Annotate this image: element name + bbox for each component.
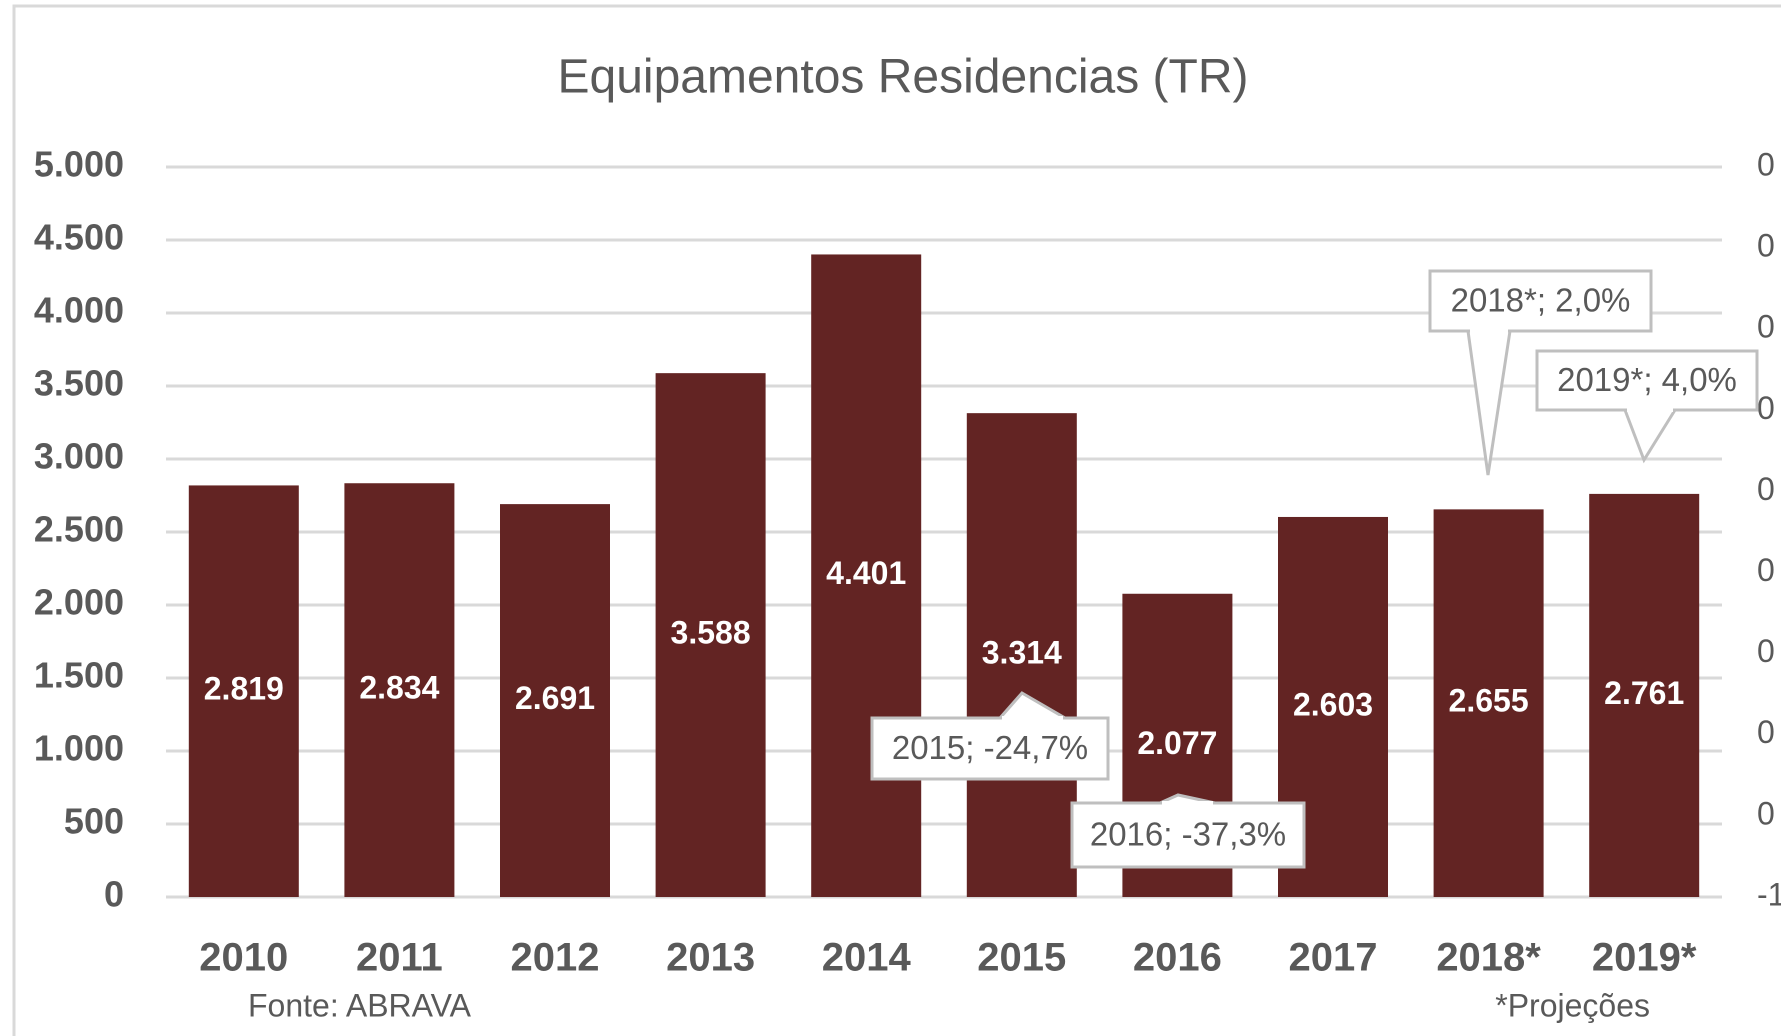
bar bbox=[188, 485, 299, 897]
annotation: 2018*; 2,0% bbox=[1451, 282, 1631, 319]
value-label: 2.819 bbox=[204, 671, 284, 707]
callout-pointer bbox=[1622, 408, 1678, 464]
annotation: 2015; -24,7% bbox=[892, 729, 1088, 766]
bar bbox=[811, 254, 922, 898]
value-label: 2.603 bbox=[1293, 686, 1373, 722]
y2-tick-label: 0 bbox=[1757, 390, 1775, 426]
x-tick-label: 2018* bbox=[1436, 936, 1541, 980]
value-label: 2.761 bbox=[1604, 675, 1684, 711]
y-tick-label: 5.000 bbox=[34, 144, 124, 185]
x-tick-label: 2015 bbox=[977, 936, 1066, 980]
x-tick-label: 2013 bbox=[666, 936, 755, 980]
callout: 2016; -37,3% bbox=[1070, 793, 1306, 869]
y-tick-label: 4.500 bbox=[34, 217, 124, 258]
y-tick-label: 2.000 bbox=[34, 582, 124, 623]
value-label: 4.401 bbox=[826, 555, 906, 591]
callout: 2015; -24,7% bbox=[870, 691, 1110, 781]
y-tick-label: 3.500 bbox=[34, 363, 124, 404]
y2-tick-label: 0 bbox=[1757, 309, 1775, 345]
y-tick-label: 1.000 bbox=[34, 728, 124, 769]
y2-tick-label: 0 bbox=[1757, 795, 1775, 831]
x-tick-label: 2010 bbox=[199, 936, 288, 980]
value-label: 3.588 bbox=[671, 615, 751, 651]
callout-pointer bbox=[1466, 329, 1512, 476]
value-label: 2.077 bbox=[1137, 725, 1217, 761]
x-tick-label: 2019* bbox=[1592, 936, 1697, 980]
y2-tick-label: 0 bbox=[1757, 228, 1775, 264]
annotation: 2016; -37,3% bbox=[1090, 816, 1286, 853]
x-tick-label: 2012 bbox=[511, 936, 600, 980]
y-tick-label: 4.000 bbox=[34, 290, 124, 331]
x-tick-label: 2011 bbox=[356, 936, 443, 980]
x-tick-label: 2016 bbox=[1133, 936, 1222, 980]
y2-tick-label: 0 bbox=[1757, 552, 1775, 588]
value-label: 2.691 bbox=[515, 680, 595, 716]
y-tick-label: 3.000 bbox=[34, 436, 124, 477]
bar bbox=[1589, 493, 1700, 897]
note: *Projeções bbox=[1495, 987, 1650, 1023]
y-tick-label: 1.500 bbox=[34, 655, 124, 696]
y2-tick-label: -1 bbox=[1757, 876, 1781, 912]
y-tick-label: 500 bbox=[64, 801, 124, 842]
chart-title: Equipamentos Residencias (TR) bbox=[558, 51, 1249, 104]
y2-tick-label: 0 bbox=[1757, 714, 1775, 750]
value-label: 2.655 bbox=[1449, 683, 1529, 719]
annotation: 2019*; 4,0% bbox=[1557, 361, 1737, 398]
bar bbox=[1433, 509, 1544, 897]
y-tick-label: 0 bbox=[104, 874, 124, 915]
bar bbox=[344, 483, 455, 897]
callout-box bbox=[870, 716, 1110, 781]
x-tick-label: 2014 bbox=[822, 936, 912, 980]
callout-box bbox=[1428, 269, 1653, 333]
value-label: 3.314 bbox=[982, 635, 1062, 671]
y-tick-label: 2.500 bbox=[34, 509, 124, 550]
chart-border bbox=[12, 4, 1781, 1036]
callout: 2018*; 2,0% bbox=[1428, 269, 1653, 476]
value-label: 2.834 bbox=[359, 670, 439, 706]
callout: 2019*; 4,0% bbox=[1535, 349, 1759, 464]
bar bbox=[966, 413, 1077, 897]
y2-tick-label: 0 bbox=[1757, 471, 1775, 507]
x-tick-label: 2017 bbox=[1289, 936, 1378, 980]
bar bbox=[500, 504, 610, 897]
bar bbox=[655, 373, 766, 898]
y2-tick-label: 0 bbox=[1757, 633, 1775, 669]
source: Fonte: ABRAVA bbox=[248, 987, 472, 1023]
callout-box bbox=[1070, 801, 1306, 869]
y2-tick-label: 0 bbox=[1757, 146, 1775, 182]
callout-box bbox=[1535, 349, 1759, 412]
